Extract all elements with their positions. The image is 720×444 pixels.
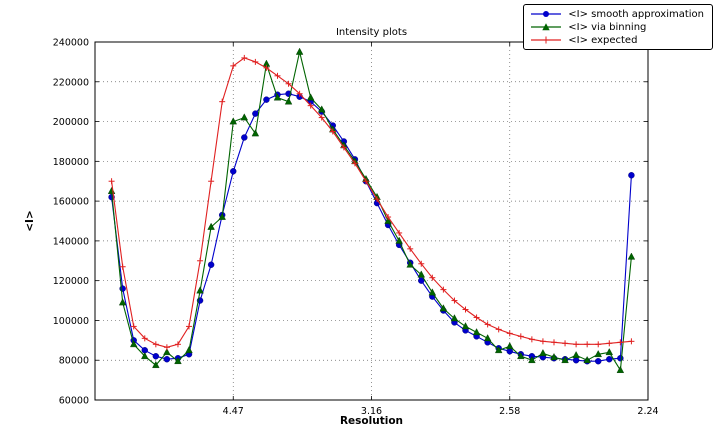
y-tick-label: 180000 xyxy=(53,157,89,168)
y-tick-label: 80000 xyxy=(59,356,89,367)
legend-label: <I> via binning xyxy=(568,21,647,33)
x-tick-label: 2.58 xyxy=(499,406,520,417)
line-plus-marker-icon xyxy=(531,36,562,44)
y-tick-label: 140000 xyxy=(53,236,89,247)
legend-item-binning: <I> via binning xyxy=(529,21,704,33)
line-triangle-marker-icon xyxy=(531,23,562,31)
y-tick-label: 220000 xyxy=(53,77,89,88)
y-tick-label: 240000 xyxy=(53,38,89,49)
y-tick-label: 100000 xyxy=(53,316,89,327)
line-circle-marker-icon xyxy=(531,11,562,17)
axis-ticks: 60000 80000 100000 120000 140000 160000 180000… xyxy=(53,38,659,418)
chart-title: Intensity plots xyxy=(335,27,408,38)
legend: <I> smooth approximation <I> via binning… xyxy=(523,4,713,50)
legend-label: <I> expected xyxy=(568,34,638,46)
series-0 xyxy=(108,90,635,365)
y-axis-label: <I> xyxy=(24,210,36,232)
legend-label: <I> smooth approximation xyxy=(568,8,704,20)
x-tick-label: 3.16 xyxy=(361,406,382,417)
series-2 xyxy=(108,54,635,351)
y-tick-label: 200000 xyxy=(53,117,89,128)
x-tick-label: 2.24 xyxy=(637,406,658,417)
y-tick-label: 60000 xyxy=(59,396,89,407)
series-1 xyxy=(107,47,636,373)
y-tick-label: 160000 xyxy=(53,197,89,208)
x-axis-label: Resolution xyxy=(339,415,404,427)
legend-item-smooth: <I> smooth approximation xyxy=(529,8,704,20)
y-tick-label: 120000 xyxy=(53,276,89,287)
legend-item-expected: <I> expected xyxy=(529,34,704,46)
x-tick-label: 4.47 xyxy=(223,406,244,417)
